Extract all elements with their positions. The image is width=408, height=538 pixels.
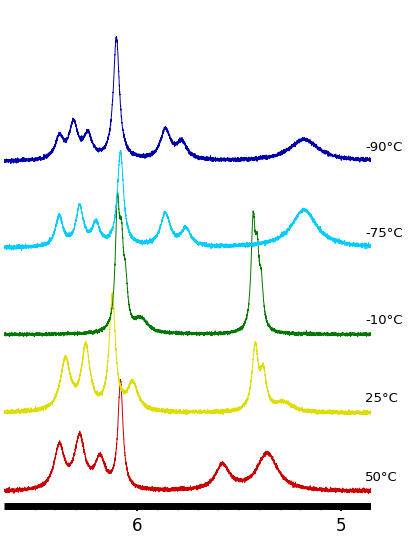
Text: 5: 5 [336,517,346,535]
Text: 25°C: 25°C [365,392,398,405]
Text: 50°C: 50°C [365,471,398,484]
Text: -10°C: -10°C [365,314,403,327]
Text: 6: 6 [131,517,142,535]
Text: -75°C: -75°C [365,227,403,240]
Text: -90°C: -90°C [365,140,403,153]
